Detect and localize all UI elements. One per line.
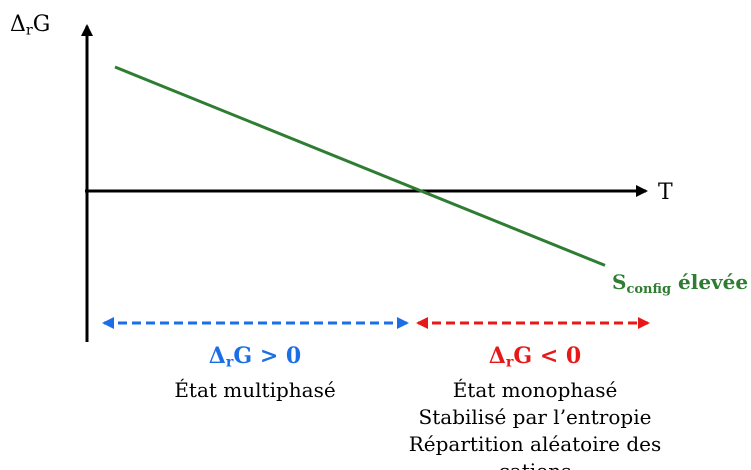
region-left-annotation: ΔrG > 0 État multiphasé xyxy=(130,343,380,404)
series-label: Sconfig élevée xyxy=(612,270,749,297)
region-right-line-2: Stabilisé par l’entropie xyxy=(418,404,652,429)
region-right-condition: ΔrG < 0 xyxy=(488,343,582,371)
region-left-line-1: État multiphasé xyxy=(174,377,336,402)
y-axis-label: ΔrG xyxy=(10,12,51,39)
region-right-line-3: Répartition aléatoire des cations xyxy=(408,431,662,470)
region-right-line-1: État monophasé xyxy=(452,377,618,402)
x-axis-label: T xyxy=(658,180,673,205)
region-right-annotation: ΔrG < 0 État monophasé Stabilisé par l’e… xyxy=(390,343,680,470)
region-left-condition: ΔrG > 0 xyxy=(208,343,302,371)
series-line xyxy=(114,65,606,267)
